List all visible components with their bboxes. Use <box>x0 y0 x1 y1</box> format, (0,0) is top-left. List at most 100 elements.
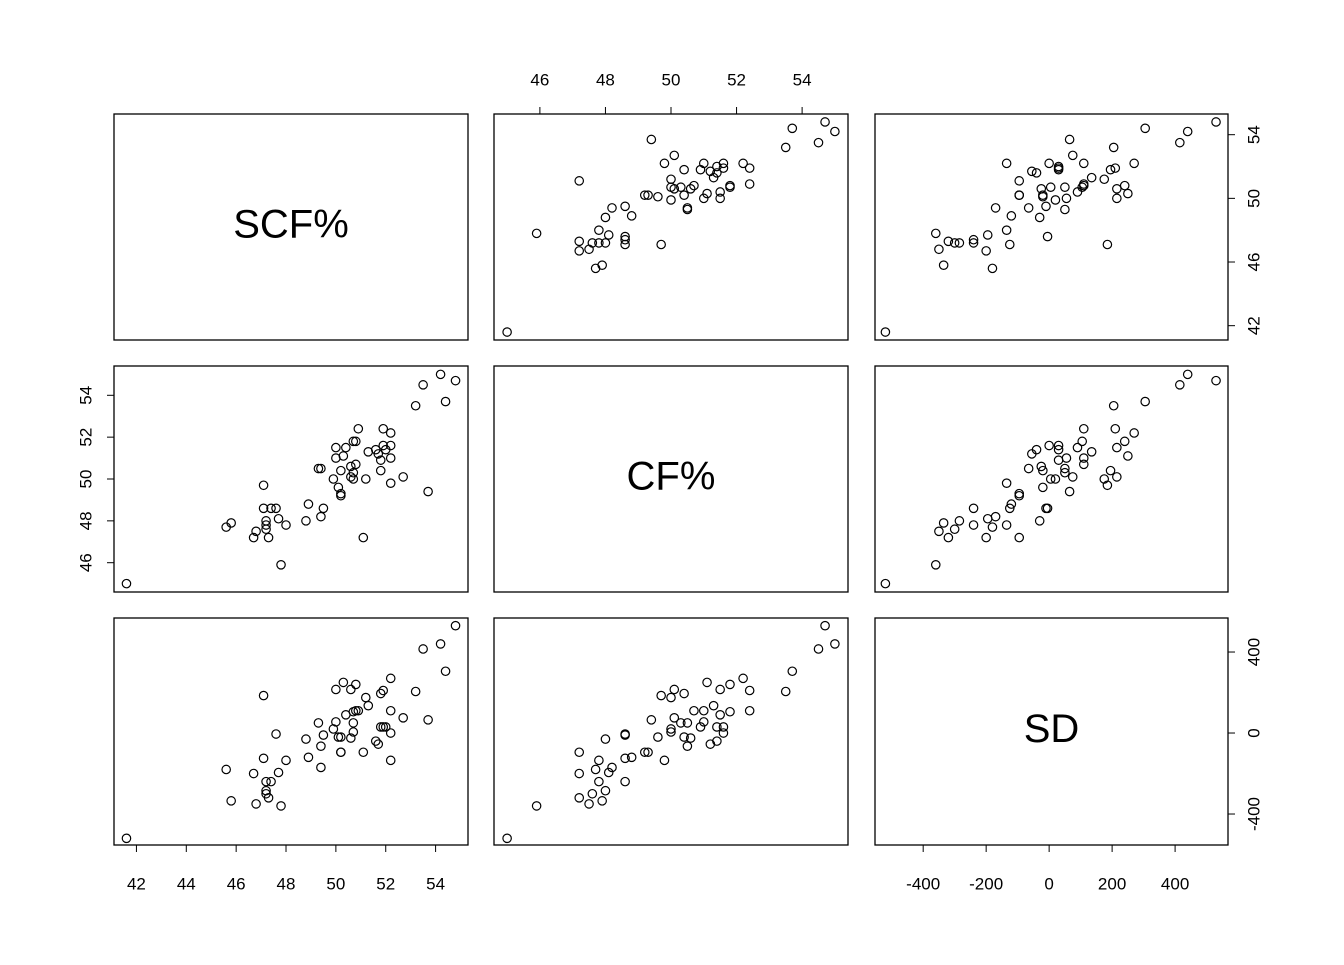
point <box>531 228 542 239</box>
point <box>1110 423 1121 434</box>
point <box>1038 190 1048 200</box>
point <box>738 158 748 169</box>
point <box>385 755 396 766</box>
x-tick-label: 54 <box>793 70 812 89</box>
point <box>1038 465 1048 476</box>
y-tick-label: 54 <box>1244 125 1263 144</box>
point <box>787 666 798 677</box>
point <box>968 234 979 245</box>
point <box>1014 176 1025 186</box>
point <box>676 718 686 728</box>
point <box>1102 239 1113 250</box>
point <box>574 246 585 256</box>
x-tick-label: 0 <box>1044 874 1053 893</box>
point <box>982 230 993 240</box>
point <box>620 201 630 212</box>
point <box>263 793 274 803</box>
point <box>698 158 709 169</box>
point <box>303 752 314 763</box>
point <box>385 705 396 716</box>
point <box>698 705 709 716</box>
point <box>318 503 329 514</box>
point <box>313 718 324 728</box>
point <box>718 158 729 169</box>
point <box>587 788 598 799</box>
point <box>1123 188 1133 199</box>
point <box>685 184 696 194</box>
x-tick-label: 42 <box>127 874 146 893</box>
point <box>1105 465 1116 476</box>
y-tick-label: -400 <box>1244 797 1263 831</box>
panel-frame <box>493 365 849 593</box>
point <box>656 239 666 250</box>
point <box>820 620 830 631</box>
point <box>744 163 755 173</box>
point <box>594 755 604 766</box>
point <box>1006 499 1017 509</box>
point <box>226 796 236 806</box>
point <box>418 644 428 654</box>
point <box>702 188 712 199</box>
point <box>603 230 614 240</box>
point <box>968 238 979 248</box>
point <box>281 520 291 530</box>
point <box>346 461 356 472</box>
point <box>1053 444 1064 455</box>
point <box>620 231 630 242</box>
point <box>1078 179 1089 189</box>
point <box>301 734 311 744</box>
point <box>1044 440 1054 451</box>
point <box>1086 172 1097 183</box>
point <box>1036 461 1047 472</box>
point <box>271 729 281 739</box>
point <box>1060 182 1070 193</box>
point <box>351 459 361 470</box>
panel-frame <box>113 365 469 593</box>
point <box>666 174 676 185</box>
point <box>1211 117 1221 127</box>
point <box>1061 453 1072 463</box>
point <box>1060 467 1070 478</box>
point <box>1034 516 1045 526</box>
point <box>594 238 604 248</box>
point <box>276 801 286 811</box>
point <box>715 684 725 695</box>
point <box>336 747 346 758</box>
point <box>1023 203 1034 213</box>
point <box>594 225 604 235</box>
point <box>930 228 941 239</box>
point <box>1077 436 1088 447</box>
point <box>830 126 840 137</box>
point <box>316 762 326 773</box>
point <box>1072 442 1083 453</box>
point <box>725 679 735 690</box>
point <box>1031 168 1042 178</box>
point <box>987 263 998 274</box>
point <box>418 380 428 390</box>
point <box>718 728 729 738</box>
point <box>378 722 389 732</box>
point <box>990 203 1001 213</box>
point <box>318 730 329 740</box>
point <box>276 559 286 570</box>
point <box>600 785 611 796</box>
x-tick-label: 48 <box>277 874 296 893</box>
point <box>316 463 326 474</box>
point <box>363 700 374 711</box>
point <box>1004 503 1015 514</box>
point <box>258 480 269 491</box>
point <box>646 715 657 725</box>
point <box>1067 472 1078 482</box>
point <box>375 465 386 476</box>
point <box>934 244 944 255</box>
point <box>1099 174 1110 185</box>
point <box>676 182 686 193</box>
point <box>1001 478 1012 488</box>
point <box>1050 195 1061 205</box>
point <box>682 203 693 213</box>
point <box>666 692 676 703</box>
point <box>248 532 259 543</box>
point <box>385 478 396 488</box>
point <box>1182 126 1193 137</box>
point <box>597 260 607 270</box>
